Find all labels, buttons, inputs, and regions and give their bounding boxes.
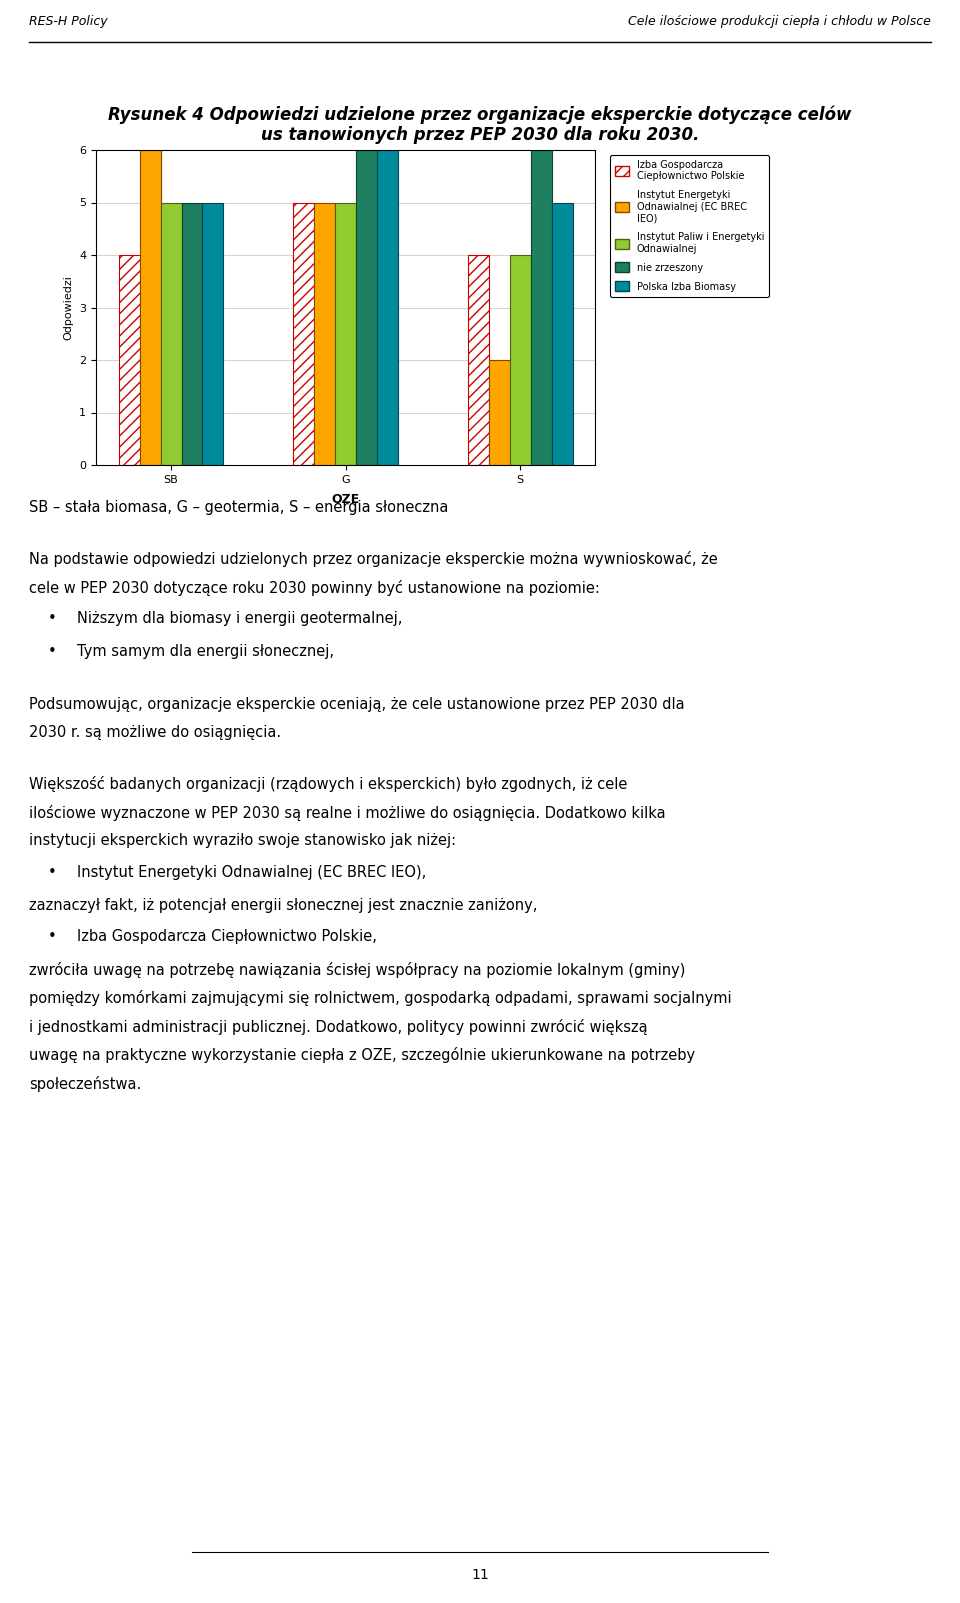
Text: Instytut Energetyki Odnawialnej (EC BREC IEO),: Instytut Energetyki Odnawialnej (EC BREC… <box>77 864 426 880</box>
Text: cele w PEP 2030 dotyczące roku 2030 powinny być ustanowione na poziomie:: cele w PEP 2030 dotyczące roku 2030 powi… <box>29 580 600 596</box>
Text: i jednostkami administracji publicznej. Dodatkowo, politycy powinni zwrócić więk: i jednostkami administracji publicznej. … <box>29 1018 647 1034</box>
Bar <box>293 202 314 465</box>
Text: Izba Gospodarcza Ciepłownictwo Polskie,: Izba Gospodarcza Ciepłownictwo Polskie, <box>77 928 376 944</box>
Text: Tym samym dla energii słonecznej,: Tym samym dla energii słonecznej, <box>77 644 334 659</box>
Text: Cele ilościowe produkcji ciepła i chłodu w Polsce: Cele ilościowe produkcji ciepła i chłodu… <box>629 14 931 27</box>
Text: Większość badanych organizacji (rządowych i eksperckich) było zgodnych, iż cele: Większość badanych organizacji (rządowyc… <box>29 776 627 792</box>
Text: instytucji eksperckich wyraziło swoje stanowisko jak niżej:: instytucji eksperckich wyraziło swoje st… <box>29 834 456 848</box>
Bar <box>468 255 489 465</box>
Bar <box>377 151 398 465</box>
Bar <box>314 202 335 465</box>
Text: ilościowe wyznaczone w PEP 2030 są realne i możliwe do osiągnięcia. Dodatkowo ki: ilościowe wyznaczone w PEP 2030 są realn… <box>29 805 665 821</box>
Text: 2030 r. są możliwe do osiągnięcia.: 2030 r. są możliwe do osiągnięcia. <box>29 725 281 741</box>
Text: pomiędzy komórkami zajmującymi się rolnictwem, gospodarką odpadami, sprawami soc: pomiędzy komórkami zajmującymi się rolni… <box>29 991 732 1007</box>
X-axis label: OZE: OZE <box>331 494 360 507</box>
Bar <box>119 255 139 465</box>
Y-axis label: Odpowiedzi: Odpowiedzi <box>63 276 74 340</box>
Text: SB – stała biomasa, G – geotermia, S – energia słoneczna: SB – stała biomasa, G – geotermia, S – e… <box>29 500 448 515</box>
Bar <box>139 151 160 465</box>
Text: Rysunek 4 Odpowiedzi udzielone przez organizacje eksperckie dotyczące celów
us t: Rysunek 4 Odpowiedzi udzielone przez org… <box>108 106 852 144</box>
Text: Na podstawie odpowiedzi udzielonych przez organizacje eksperckie można wywniosko: Na podstawie odpowiedzi udzielonych prze… <box>29 551 717 567</box>
Text: •: • <box>48 644 57 659</box>
Bar <box>335 202 356 465</box>
Text: zwróciła uwagę na potrzebę nawiązania ścisłej współpracy na poziomie lokalnym (g: zwróciła uwagę na potrzebę nawiązania śc… <box>29 962 685 978</box>
Bar <box>203 202 224 465</box>
Bar <box>181 202 203 465</box>
Text: Podsumowując, organizacje eksperckie oceniają, że cele ustanowione przez PEP 203: Podsumowując, organizacje eksperckie oce… <box>29 697 684 712</box>
Legend: Izba Gospodarcza
Ciepłownictwo Polskie, Instytut Energetyki
Odnawialnej (EC BREC: Izba Gospodarcza Ciepłownictwo Polskie, … <box>610 155 769 297</box>
Text: 11: 11 <box>471 1568 489 1582</box>
Text: społeczeństwa.: społeczeństwa. <box>29 1076 141 1092</box>
Text: •: • <box>48 928 57 944</box>
Text: •: • <box>48 611 57 627</box>
Text: •: • <box>48 864 57 880</box>
Text: RES-H Policy: RES-H Policy <box>29 14 108 27</box>
Bar <box>531 151 552 465</box>
Text: Niższym dla biomasy i energii geotermalnej,: Niższym dla biomasy i energii geotermaln… <box>77 611 402 627</box>
Bar <box>356 151 377 465</box>
Bar <box>552 202 572 465</box>
Bar <box>510 255 531 465</box>
Bar <box>160 202 181 465</box>
Bar <box>489 361 510 465</box>
Text: zaznaczył fakt, iż potencjał energii słonecznej jest znacznie zaniżony,: zaznaczył fakt, iż potencjał energii sło… <box>29 898 538 912</box>
Text: uwagę na praktyczne wykorzystanie ciepła z OZE, szczególnie ukierunkowane na pot: uwagę na praktyczne wykorzystanie ciepła… <box>29 1047 695 1063</box>
